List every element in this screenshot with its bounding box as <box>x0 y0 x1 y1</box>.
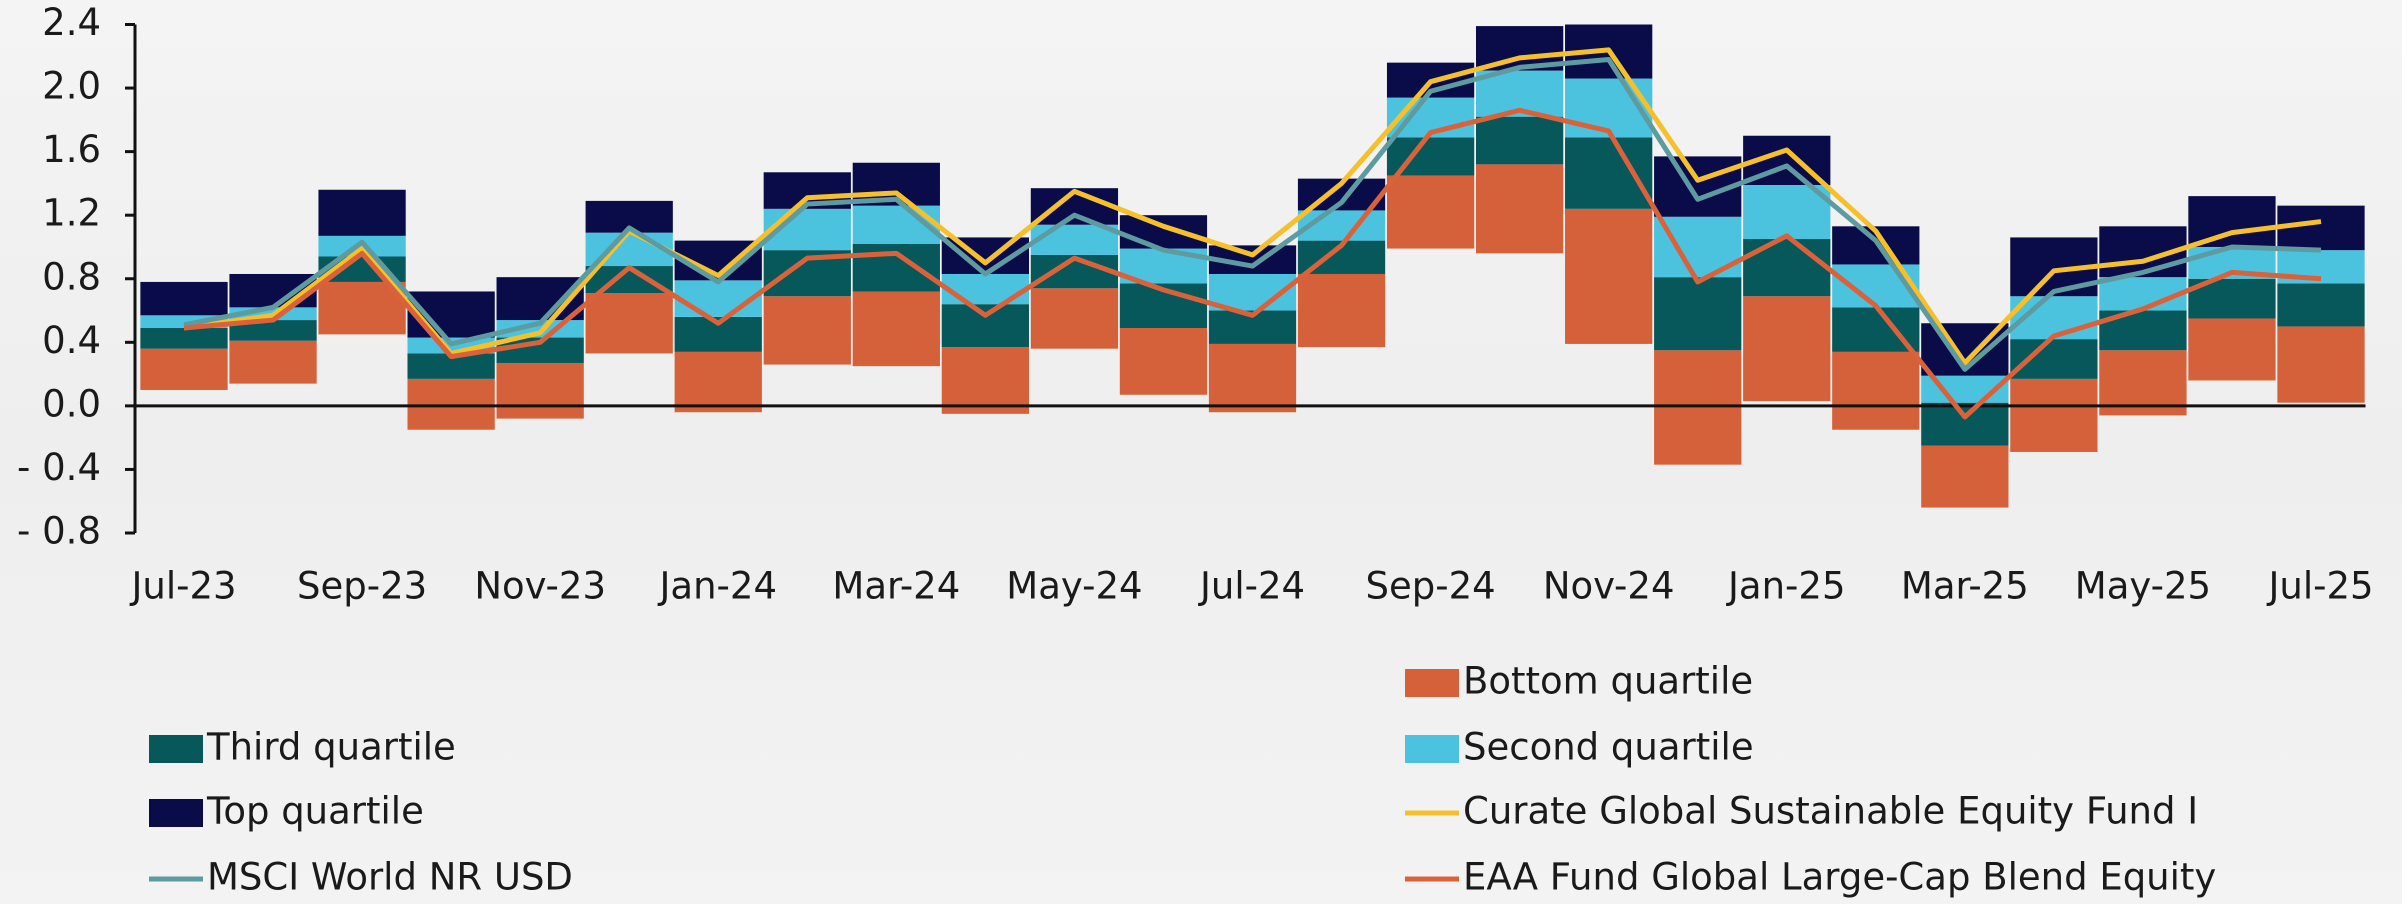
legend-label: MSCI World NR USD <box>207 856 573 899</box>
bar-segment <box>407 291 495 338</box>
bar-segment <box>1743 184 1831 240</box>
legend-swatch <box>149 799 203 827</box>
bar-segment <box>1921 445 2009 508</box>
x-tick-label: May-24 <box>1006 565 1142 608</box>
legend-label: Curate Global Sustainable Equity Fund I <box>1463 790 2198 833</box>
x-tick-label: Jan-25 <box>1726 565 1845 608</box>
bar-segment <box>941 304 1030 348</box>
x-tick-label: Jan-24 <box>658 565 777 608</box>
bar-segment <box>1565 208 1653 344</box>
bar-segment <box>2277 326 2365 403</box>
bar-segment <box>1119 328 1208 395</box>
bar-segment <box>1386 175 1475 249</box>
bar-segment <box>140 348 228 390</box>
bar-segment <box>941 273 1030 305</box>
bar-segment <box>2010 378 2098 452</box>
x-tick-label: Jul-25 <box>2266 565 2373 608</box>
y-tick-label: 1.6 <box>42 128 101 171</box>
bar-segment <box>2188 196 2276 247</box>
bar-segment <box>2188 318 2276 381</box>
y-tick-label: 1.2 <box>42 192 101 235</box>
bar-segment <box>229 320 317 341</box>
y-tick-label: - 0.8 <box>17 510 101 553</box>
bar-segment <box>674 351 762 413</box>
bar-segment <box>2277 283 2365 327</box>
y-tick-label: 0.4 <box>42 319 101 362</box>
x-tick-label: Sep-24 <box>1365 565 1495 608</box>
x-tick-label: Jul-23 <box>129 565 236 608</box>
bar-segment <box>229 340 317 384</box>
y-tick-label: 0.0 <box>42 382 101 425</box>
bar-segment <box>1208 343 1297 413</box>
y-tick-label: 2.0 <box>42 65 101 108</box>
x-tick-label: Mar-25 <box>1901 565 2029 608</box>
bar-segment <box>1030 288 1119 349</box>
bar-segment <box>1475 164 1564 254</box>
bar-segment <box>1832 351 1920 430</box>
bar-segment <box>1297 273 1386 348</box>
legend-swatch <box>1405 669 1459 697</box>
legend-swatch <box>1405 735 1459 763</box>
line-series <box>183 56 2322 372</box>
line-series <box>183 47 2322 366</box>
x-tick-label: Jul-24 <box>1198 565 1305 608</box>
bar-segment <box>2010 339 2098 379</box>
bar-segment <box>140 328 228 349</box>
bar-segment <box>1030 224 1119 255</box>
x-tick-label: Nov-24 <box>1543 565 1675 608</box>
bar-segment <box>1565 137 1653 209</box>
bar-segment <box>1743 296 1831 402</box>
line-series <box>183 107 2322 420</box>
bar-segment <box>2277 205 2365 251</box>
x-tick-label: Sep-23 <box>297 565 427 608</box>
x-tick-label: May-25 <box>2075 565 2211 608</box>
bar-segment <box>496 362 584 419</box>
legend-label: Bottom quartile <box>1463 660 1753 703</box>
bar-segment <box>1654 350 1742 465</box>
legend-label: Third quartile <box>206 726 456 769</box>
bar-segment <box>1119 215 1208 249</box>
bar-segment <box>1475 116 1564 165</box>
legend-label: Second quartile <box>1463 726 1754 769</box>
bar-segment <box>1921 402 2009 446</box>
bar-segment <box>318 189 406 236</box>
bar-segment <box>1743 239 1831 297</box>
bar-segment <box>140 281 228 316</box>
bar-segment <box>2099 277 2187 311</box>
legend-label: Top quartile <box>206 790 424 833</box>
bar-segment <box>852 291 940 367</box>
y-tick-label: 2.4 <box>42 1 101 44</box>
x-tick-label: Nov-23 <box>474 565 606 608</box>
bar-segment <box>674 280 762 317</box>
legend-swatch <box>149 735 203 763</box>
bar-segment <box>407 378 495 430</box>
legend-label: EAA Fund Global Large-Cap Blend Equity <box>1463 856 2216 899</box>
x-tick-label: Mar-24 <box>832 565 960 608</box>
y-tick-label: - 0.4 <box>17 446 101 489</box>
bar-segment <box>941 347 1030 414</box>
y-tick-label: 0.8 <box>42 255 101 298</box>
bar-segment <box>585 293 673 354</box>
bar-segment <box>763 296 851 365</box>
bar-segment <box>1654 277 1742 351</box>
